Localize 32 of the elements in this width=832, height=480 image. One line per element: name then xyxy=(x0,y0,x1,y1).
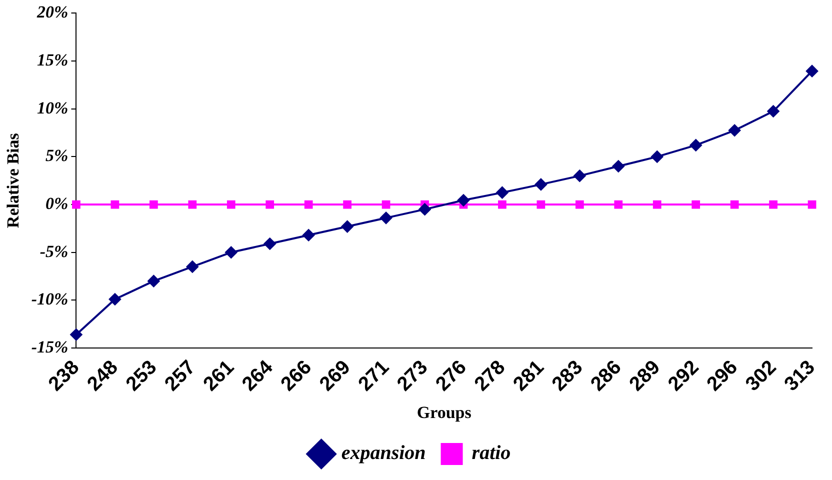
x-tick-label: 248 xyxy=(83,356,122,396)
y-tick-label: -10% xyxy=(31,290,68,309)
y-tick-label: 10% xyxy=(37,98,68,118)
y-tick-label: -15% xyxy=(31,337,68,356)
x-tick-label: 302 xyxy=(742,356,781,396)
x-tick-label: 289 xyxy=(625,356,665,396)
x-tick-label: 296 xyxy=(702,356,742,396)
x-axis-title: Groups xyxy=(416,403,472,422)
x-tick-label: 273 xyxy=(393,356,432,396)
x-tick-label: 313 xyxy=(780,356,820,396)
x-tick-label: 276 xyxy=(432,356,471,396)
legend-label: ratio xyxy=(472,442,511,464)
y-axis-title: Relative Bias xyxy=(4,132,23,228)
x-tick-label: 286 xyxy=(586,356,626,396)
x-tick-label: 269 xyxy=(316,356,355,396)
y-tick-label: 20% xyxy=(36,2,68,22)
x-tick-label: 281 xyxy=(509,356,548,396)
y-tick-label: 15% xyxy=(37,50,68,70)
x-tick-label: 271 xyxy=(354,356,394,396)
x-tick-label: 278 xyxy=(470,356,510,396)
x-tick-label: 238 xyxy=(44,356,84,396)
x-tick-label: 264 xyxy=(238,356,278,396)
x-tick-label: 283 xyxy=(548,356,588,396)
y-tick-label: -5% xyxy=(40,242,68,261)
x-tick-label: 257 xyxy=(160,356,200,396)
y-tick-label: 5% xyxy=(46,146,68,166)
x-tick-label: 253 xyxy=(122,356,162,396)
legend-label: expansion xyxy=(341,442,426,464)
x-tick-label: 292 xyxy=(664,356,704,396)
x-tick-label: 261 xyxy=(199,356,239,396)
x-tick-label: 266 xyxy=(276,356,316,396)
y-tick-label: 0% xyxy=(46,194,68,213)
